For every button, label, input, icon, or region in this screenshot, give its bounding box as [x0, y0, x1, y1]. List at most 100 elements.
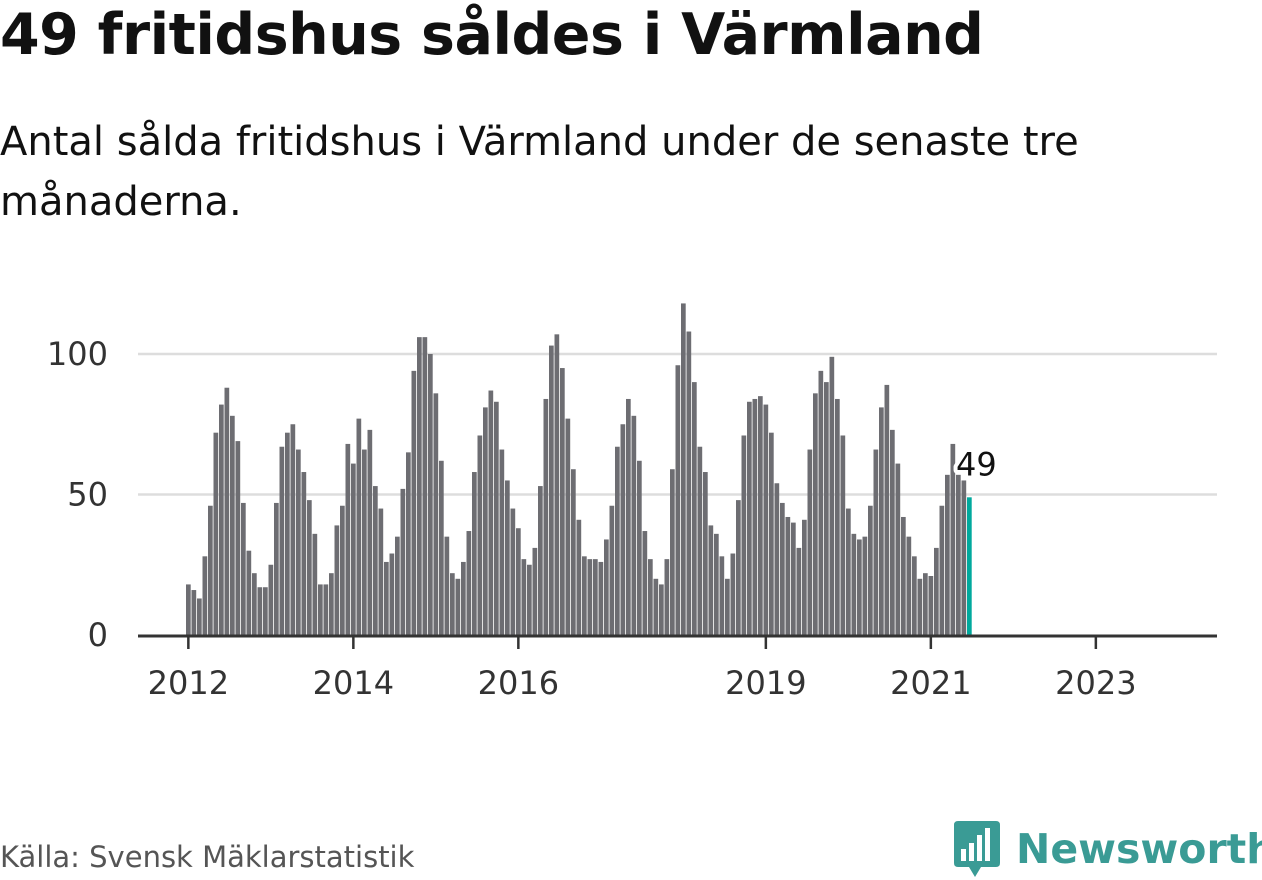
bar	[565, 418, 571, 635]
bar	[851, 533, 857, 635]
bar	[279, 446, 285, 635]
bar	[730, 553, 736, 635]
bar	[758, 396, 763, 635]
bar	[323, 584, 329, 635]
bar	[950, 443, 956, 635]
y-tick-label: 0	[88, 616, 108, 654]
bar	[829, 356, 835, 635]
bar	[813, 393, 818, 635]
bar	[301, 472, 307, 635]
bar	[769, 432, 774, 635]
bar	[395, 536, 400, 635]
bar	[587, 559, 593, 635]
x-tick-label: 2014	[313, 664, 394, 702]
bar	[334, 525, 340, 635]
bar	[637, 460, 642, 635]
bar	[923, 573, 928, 635]
bar	[873, 449, 879, 635]
bar	[477, 435, 483, 635]
bar	[400, 488, 406, 635]
bar	[488, 390, 494, 635]
source-note: Källa: Svensk Mäklarstatistik	[0, 840, 415, 874]
bar	[461, 561, 466, 635]
bar	[912, 556, 917, 635]
bar	[340, 505, 345, 635]
bar	[516, 528, 521, 635]
bar	[296, 449, 301, 635]
bar	[917, 578, 923, 635]
bar	[571, 469, 576, 635]
bar	[593, 559, 598, 635]
bar	[439, 460, 444, 635]
bar	[807, 449, 813, 635]
bar	[230, 415, 235, 635]
bar	[428, 354, 433, 635]
bar	[741, 435, 747, 635]
data-label: 49	[956, 445, 997, 483]
bar	[186, 584, 191, 635]
bar	[686, 331, 692, 635]
bar-chart-speech-bubble-icon	[954, 821, 1000, 877]
bar	[450, 573, 455, 635]
bar	[785, 516, 791, 635]
bar	[213, 432, 219, 635]
bar	[862, 536, 868, 635]
bar	[884, 384, 890, 635]
bar	[538, 486, 543, 635]
bar	[928, 575, 934, 635]
bar	[681, 303, 686, 635]
bar	[868, 505, 873, 635]
bar	[373, 486, 378, 635]
bar	[505, 480, 510, 635]
bar	[620, 424, 626, 635]
bar	[692, 382, 697, 635]
bar	[890, 429, 895, 635]
x-tick-label: 2019	[725, 664, 806, 702]
bar	[906, 536, 912, 635]
bar	[417, 337, 422, 635]
bar	[642, 531, 648, 635]
bar	[241, 502, 246, 635]
bar	[675, 365, 681, 635]
bar	[494, 401, 499, 635]
bar	[543, 398, 549, 635]
bar	[224, 387, 230, 635]
bar	[554, 334, 560, 635]
bar	[791, 522, 796, 635]
bar	[444, 536, 450, 635]
chart-title: 49 fritidshus såldes i Värmland	[0, 2, 984, 68]
bar	[378, 508, 384, 635]
bar	[527, 564, 532, 635]
bar	[549, 345, 554, 635]
bar	[598, 561, 604, 635]
bar	[818, 370, 824, 635]
bar	[191, 590, 197, 635]
bar	[725, 578, 730, 635]
bar	[763, 404, 769, 635]
bar	[268, 564, 274, 635]
bar	[796, 547, 802, 635]
bar	[895, 463, 901, 635]
bar	[252, 573, 257, 635]
bar	[846, 508, 851, 635]
bar	[736, 500, 741, 635]
bar	[351, 463, 356, 635]
bar	[532, 547, 538, 635]
brand-logo-block[interactable]: Newsworthy	[950, 818, 1262, 880]
bar	[609, 505, 615, 635]
highlight-bar	[967, 497, 972, 635]
bar	[752, 398, 758, 635]
bar	[961, 480, 967, 635]
bar	[670, 469, 675, 635]
bar	[318, 584, 323, 635]
bar	[631, 415, 637, 635]
x-tick-label: 2012	[148, 664, 229, 702]
bar	[714, 533, 719, 635]
bar	[510, 508, 516, 635]
bar	[560, 368, 565, 635]
bar	[499, 449, 505, 635]
bar	[202, 556, 208, 635]
bar	[664, 559, 670, 635]
bar	[802, 519, 807, 635]
